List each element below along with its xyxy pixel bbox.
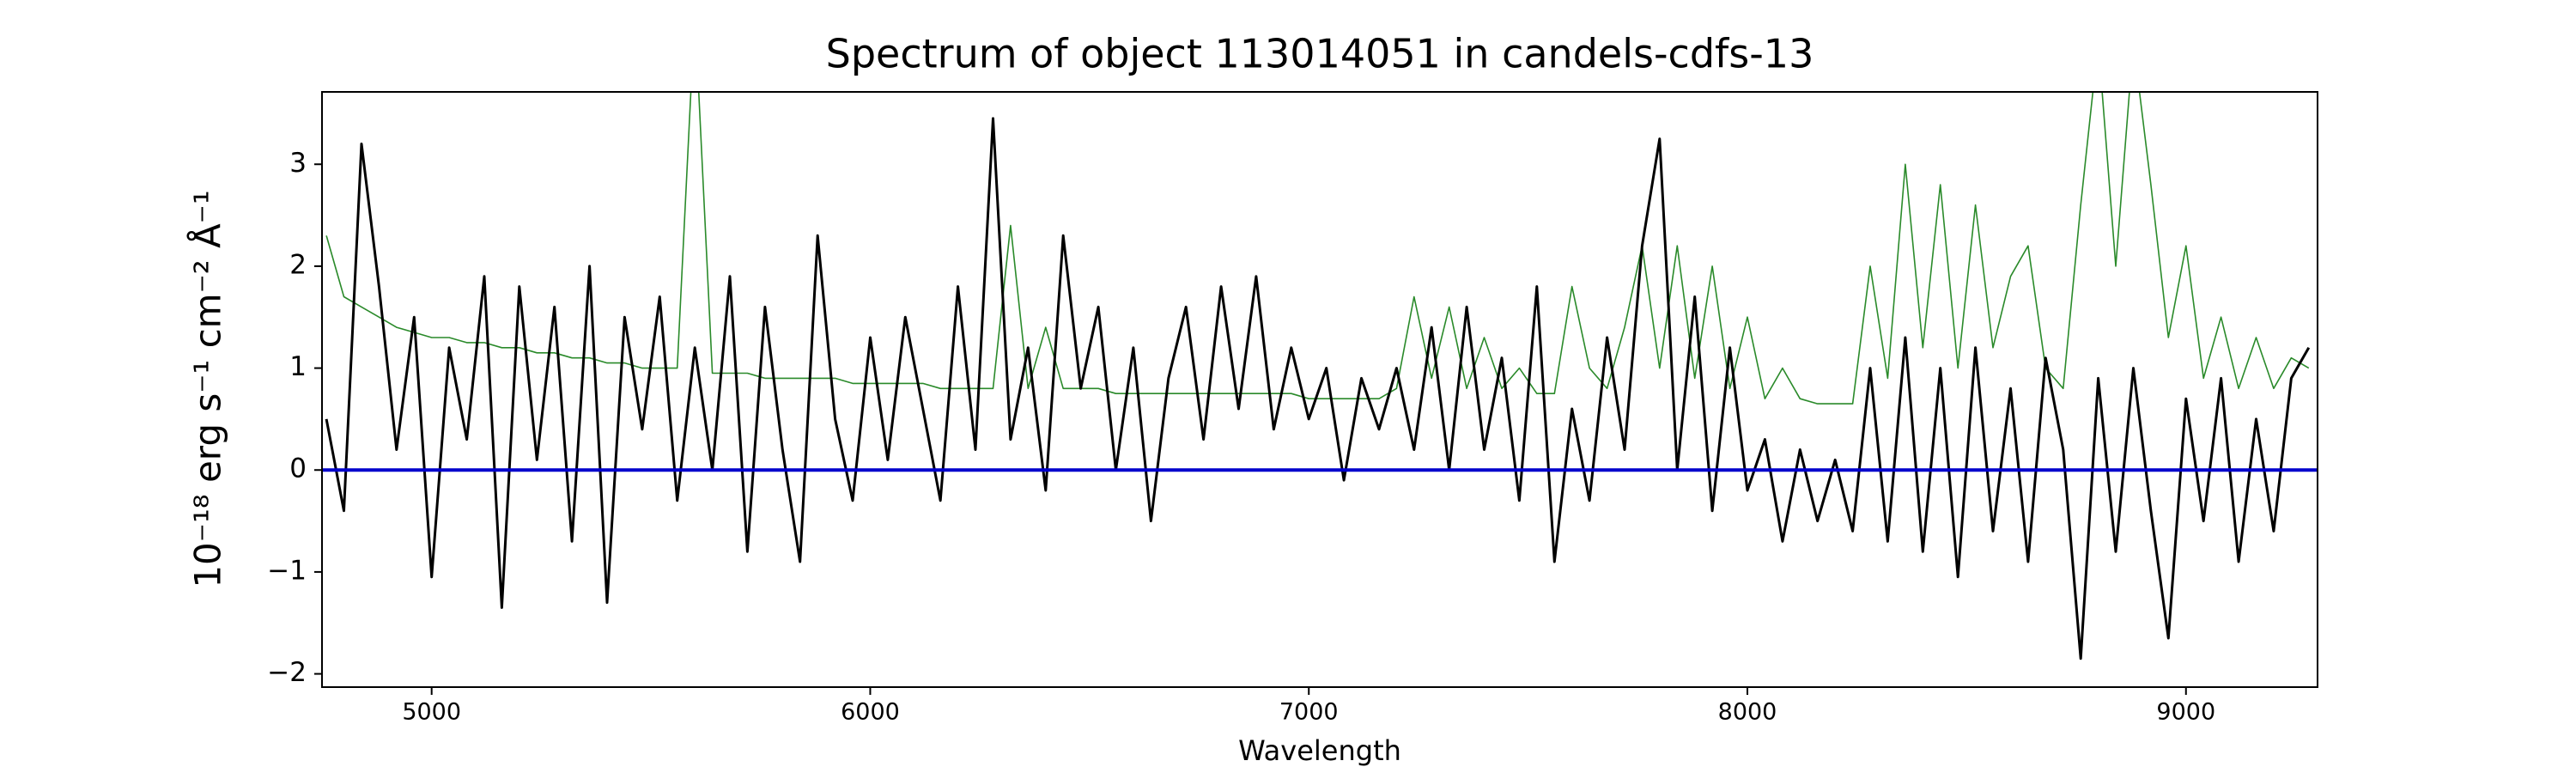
x-tick-label: 9000 (2156, 699, 2215, 726)
y-tick-label: 1 (289, 351, 307, 382)
y-tick-label: −2 (267, 657, 307, 688)
x-tick-label: 5000 (402, 699, 461, 726)
y-tick-label: 2 (289, 249, 307, 280)
chart-title: Spectrum of object 113014051 in candels-… (826, 31, 1814, 77)
x-axis-label: Wavelength (1238, 734, 1401, 767)
x-tick-label: 6000 (841, 699, 900, 726)
axes-frame (321, 91, 2318, 688)
spectrum-line (325, 117, 2311, 660)
y-tick-label: −1 (267, 555, 307, 586)
spectrum-line (325, 92, 2310, 405)
y-tick-label: 3 (289, 148, 307, 179)
x-tick-label: 7000 (1279, 699, 1339, 726)
y-tick-label: 0 (289, 453, 307, 484)
x-tick-label: 8000 (1718, 699, 1777, 726)
y-axis-label: 10⁻¹⁸ erg s⁻¹ cm⁻² Å⁻¹ (186, 190, 229, 587)
plot-area (322, 92, 2318, 660)
